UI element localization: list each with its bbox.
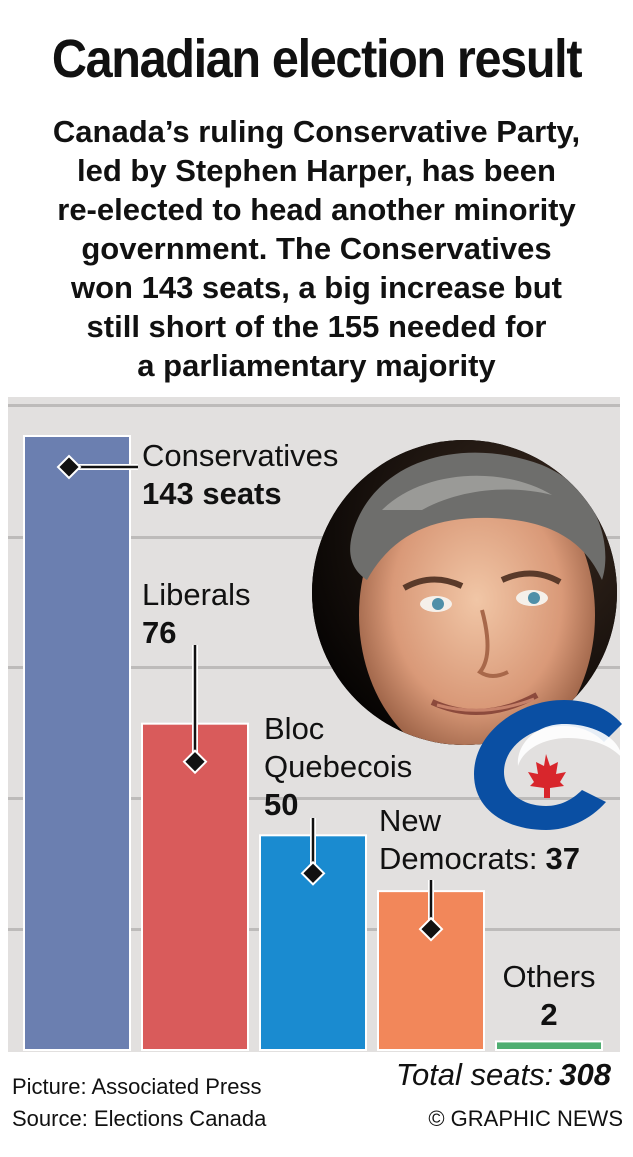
total-seats-value: 308 <box>559 1057 611 1092</box>
label-others: Others 2 <box>494 958 604 1034</box>
category-label: Conservatives <box>142 438 339 473</box>
label-liberals: Liberals 76 <box>142 576 251 652</box>
grid-line <box>8 666 620 669</box>
marker-diamond <box>418 916 444 942</box>
copyright: © GRAPHIC NEWS <box>428 1106 623 1131</box>
value-label: 50 <box>264 787 299 822</box>
label-new-democrats: New Democrats: 37 <box>379 802 580 878</box>
category-label: Others <box>502 959 596 994</box>
subtitle-line: a parliamentary majority <box>137 348 496 383</box>
marker-diamond <box>56 454 82 480</box>
source-credit: Source: Elections Canada <box>12 1106 267 1131</box>
party-logo <box>474 700 622 830</box>
bar-bloc-quebecois <box>259 834 367 1052</box>
grid-line <box>8 536 620 539</box>
bar-liberals <box>141 722 249 1052</box>
label-conservatives: Conservatives 143 seats <box>142 437 338 513</box>
maple-leaf-icon <box>528 754 566 798</box>
portrait-photo <box>312 440 617 745</box>
category-label-line: Quebecois <box>264 749 413 784</box>
category-label-line: Bloc <box>264 711 325 746</box>
label-bloc-quebecois: Bloc Quebecois 50 <box>264 710 412 824</box>
marker-diamond <box>300 860 326 886</box>
category-label-line: Democrats: <box>379 841 538 876</box>
chart-title: Canadian election result <box>51 29 583 89</box>
bar-conservatives <box>23 435 131 1051</box>
subtitle-line: won 143 seats, a big increase but <box>70 270 563 305</box>
grid-line <box>8 797 620 800</box>
bar-others <box>495 1040 603 1052</box>
category-label-line: New <box>379 803 442 838</box>
total-seats: Total seats: 308 <box>396 1057 611 1093</box>
marker-diamond <box>182 749 208 775</box>
subtitle-line: government. The Conservatives <box>81 231 552 266</box>
value-label: 143 seats <box>142 476 282 511</box>
category-label: Liberals <box>142 577 251 612</box>
subtitle-line: Canada’s ruling Conservative Party, <box>52 114 581 149</box>
total-seats-label: Total seats: <box>395 1057 554 1092</box>
value-label: 2 <box>540 997 558 1032</box>
picture-credit: Picture: Associated Press <box>12 1074 262 1099</box>
grid-line <box>8 404 620 407</box>
subtitle-line: still short of the 155 needed for <box>86 309 547 344</box>
value-label: 37 <box>545 841 580 876</box>
subtitle-line: re-elected to head another minority <box>57 192 576 227</box>
chart-subtitle: Canada’s ruling Conservative Party, led … <box>0 112 633 385</box>
value-label: 76 <box>142 615 177 650</box>
portrait-face-icon <box>312 440 617 745</box>
subtitle-line: led by Stephen Harper, has been <box>77 153 556 188</box>
